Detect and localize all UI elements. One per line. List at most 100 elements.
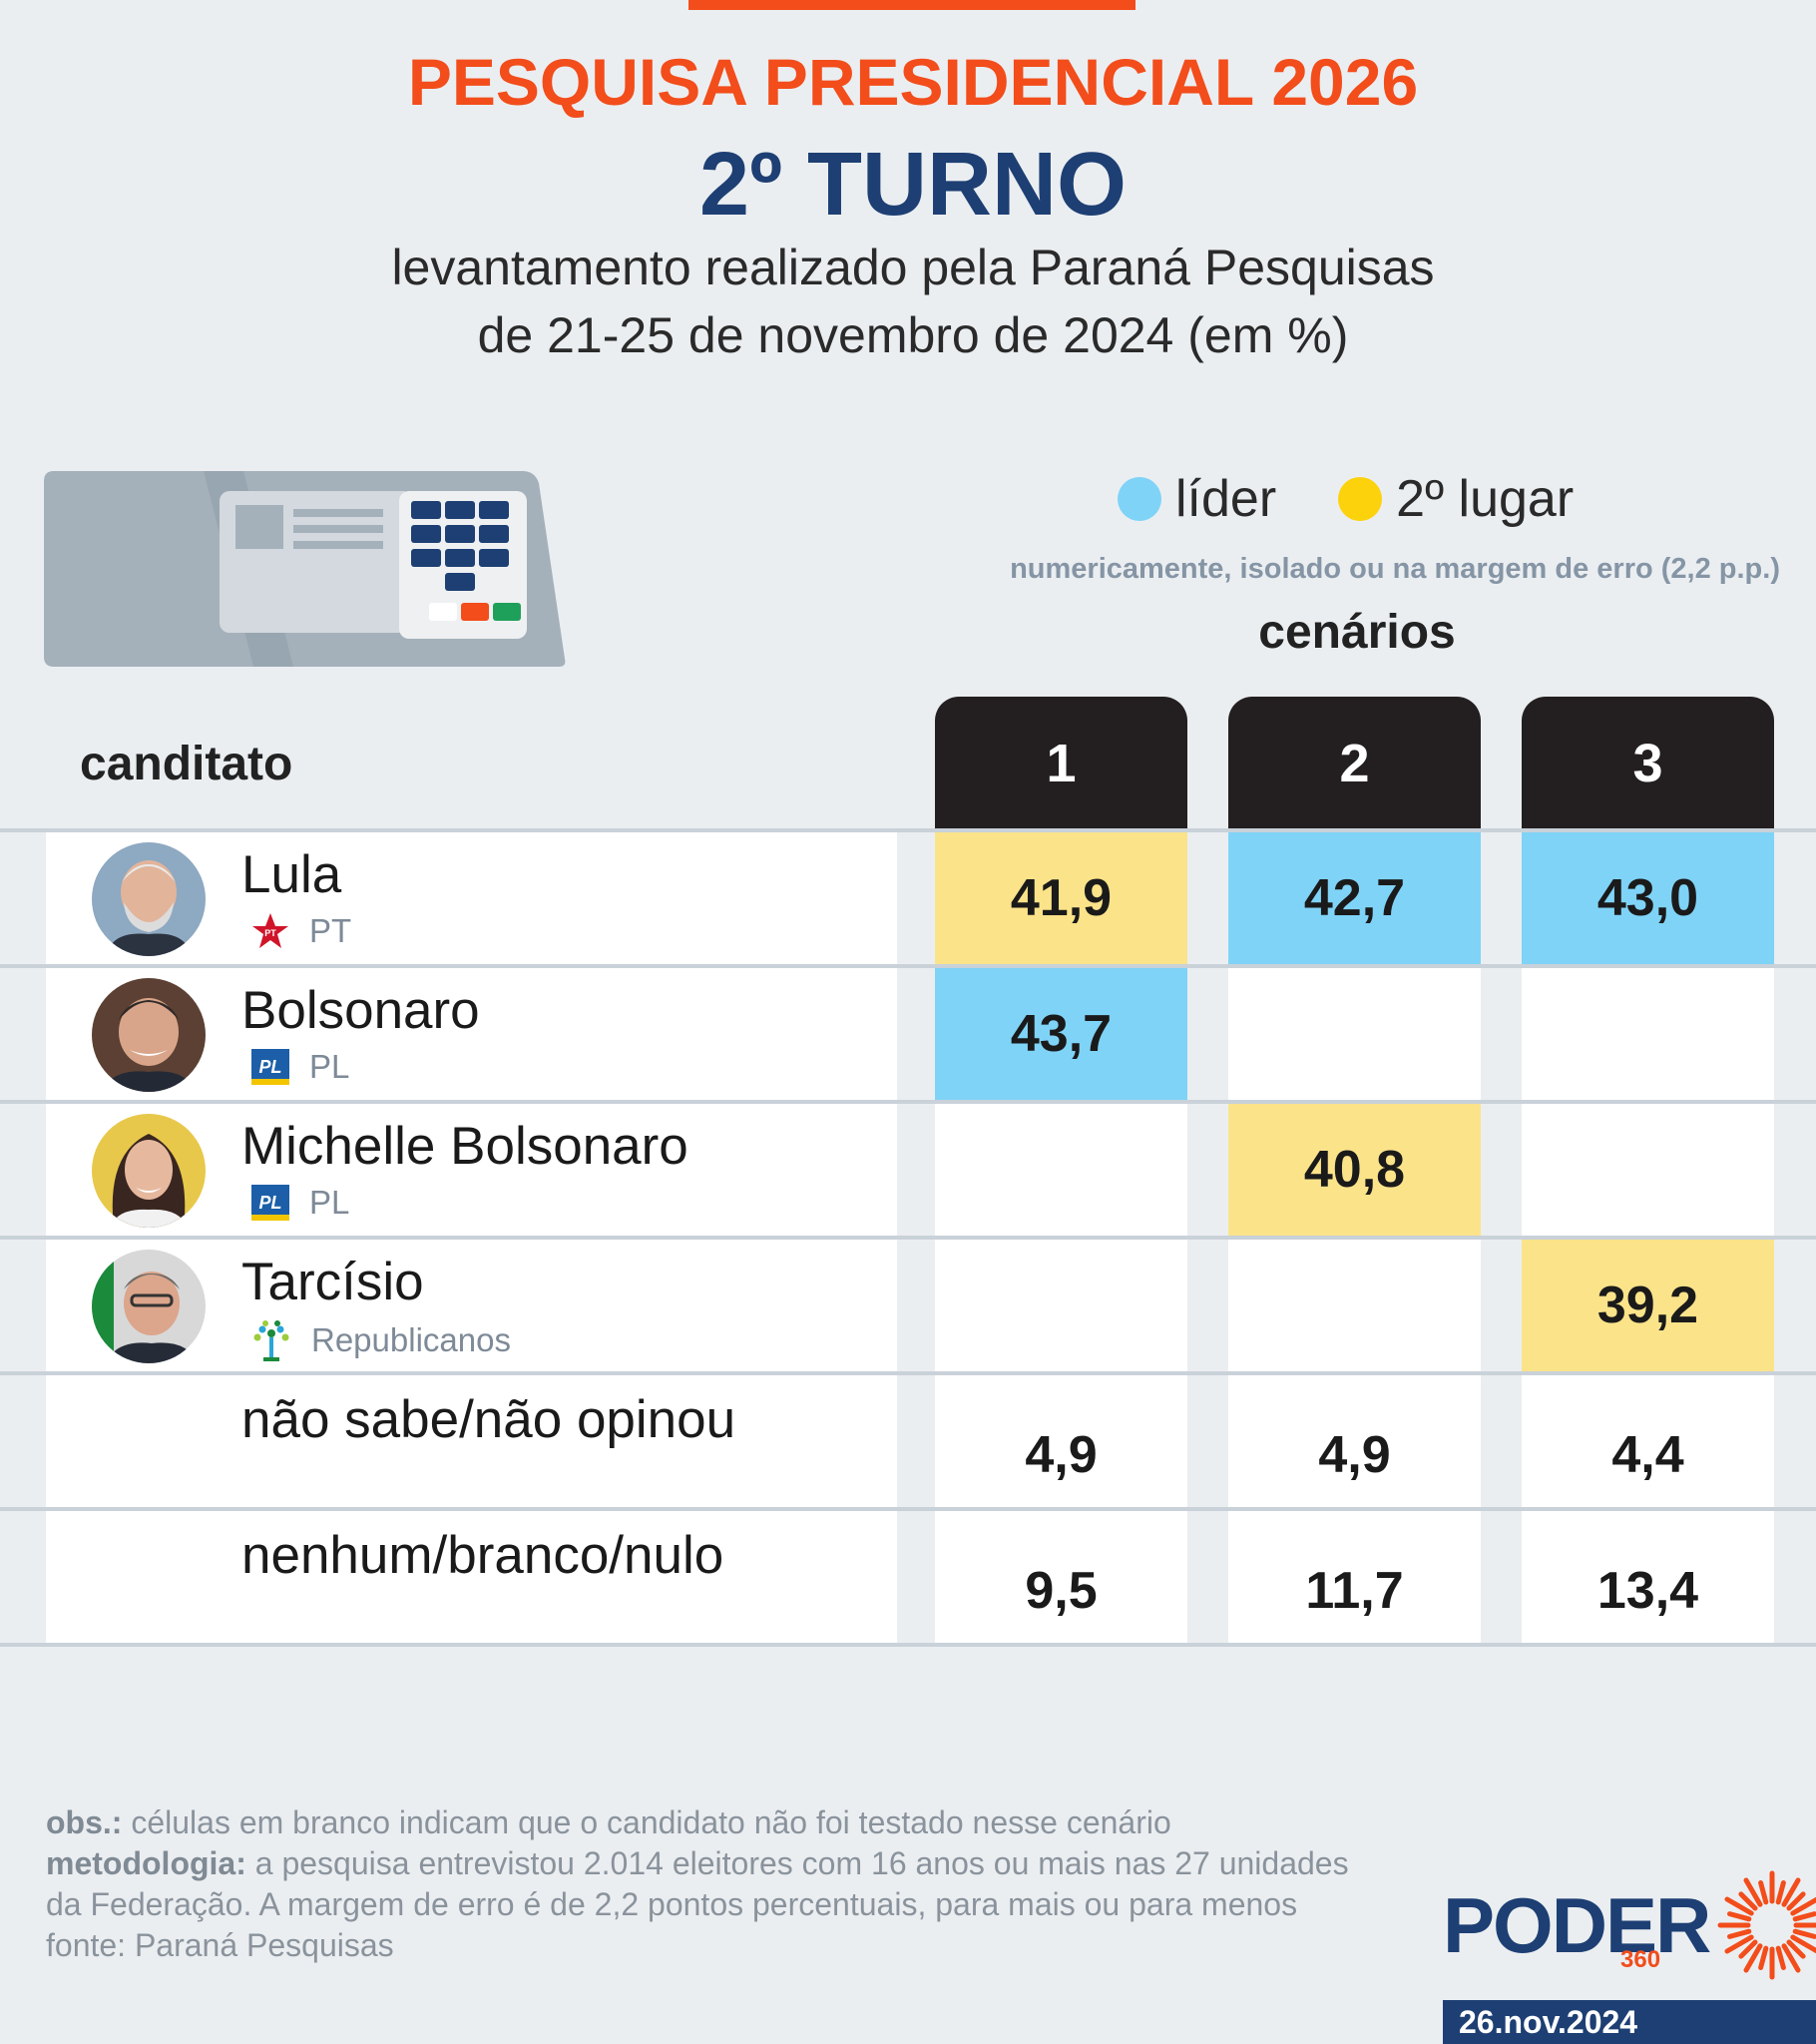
method-note: metodologia: a pesquisa entrevistou 2.01…	[46, 1843, 1363, 1925]
obs-note: obs.: células em branco indicam que o ca…	[46, 1802, 1363, 1843]
sun-ray	[1790, 1896, 1816, 1916]
table-row-michelle-bolsonaro: Michelle Bolsonaro PL PL	[46, 1104, 897, 1236]
sun-ray	[1776, 1879, 1787, 1905]
scenarios-title: cenários	[1258, 606, 1456, 659]
voting-machine-icon	[44, 471, 566, 667]
subtitle: levantamento realizado pela Paraná Pesqu…	[0, 234, 1816, 369]
party: PL PL	[251, 1184, 349, 1222]
sun-ray	[1724, 1934, 1755, 1954]
value-cell	[935, 1104, 1187, 1236]
table-row-bolsonaro: Bolsonaro PL PL	[46, 968, 897, 1100]
value-cell	[1228, 968, 1481, 1100]
party: PT PT	[251, 912, 351, 950]
value-cell	[935, 1240, 1187, 1371]
obs-label: obs.:	[46, 1804, 123, 1840]
value-cell	[1522, 968, 1774, 1100]
footer-notes: obs.: células em branco indicam que o ca…	[46, 1802, 1363, 1966]
sun-ray	[1793, 1911, 1816, 1922]
publish-date: 26.nov.2024	[1443, 2000, 1816, 2044]
party: PL PL	[251, 1048, 349, 1086]
avatar-tarcisio	[92, 1250, 206, 1363]
candidate-name: Tarcísio	[241, 1253, 424, 1311]
value-cell: 4,9	[935, 1375, 1187, 1507]
source-note: fonte: Paraná Pesquisas	[46, 1927, 394, 1963]
sun-ray	[1781, 1943, 1801, 1973]
value-cell	[1228, 1240, 1481, 1371]
republicanos-tree-icon	[251, 1319, 291, 1361]
sun-ray	[1727, 1928, 1752, 1939]
method-text: a pesquisa entrevistou 2.014 eleitores c…	[46, 1845, 1349, 1922]
legend-second: 2º lugar	[1338, 469, 1574, 529]
row-divider	[0, 1100, 1816, 1104]
svg-text:PL: PL	[258, 1057, 281, 1077]
sun-ray	[1743, 1943, 1763, 1973]
sun-ray	[1727, 1911, 1752, 1922]
sun-ray	[1738, 1891, 1758, 1911]
value-cell: 39,2	[1522, 1240, 1774, 1371]
avatar-lula	[92, 842, 206, 956]
value-cell: 4,4	[1522, 1375, 1774, 1507]
value-cell: 41,9	[935, 832, 1187, 964]
scenario-header-1: 1	[935, 697, 1187, 830]
brand-number: 360	[1620, 1946, 1661, 1973]
party: Republicanos	[251, 1319, 511, 1361]
table-row-lula: Lula PT PT	[46, 832, 897, 964]
row-label: não sabe/não opinou	[241, 1390, 736, 1449]
value-cell: 42,7	[1228, 832, 1481, 964]
row-divider	[0, 1236, 1816, 1240]
sun-ray	[1743, 1877, 1763, 1907]
sun-ray	[1790, 1934, 1816, 1954]
value-cell: 43,0	[1522, 832, 1774, 964]
sun-burst-icon	[1717, 1870, 1816, 1980]
scenario-header-2: 2	[1228, 697, 1481, 830]
second-dot-icon	[1338, 477, 1383, 521]
candidate-column-header: canditato	[80, 738, 293, 790]
row-divider	[0, 1643, 1816, 1647]
party-label: PL	[309, 1184, 350, 1221]
candidate-name: Lula	[241, 845, 342, 904]
obs-text: células em branco indicam que o candidat…	[122, 1804, 1171, 1840]
table-row-none-blank-null: nenhum/branco/nulo	[46, 1511, 897, 1643]
value-cell: 43,7	[935, 968, 1187, 1100]
row-divider	[0, 1371, 1816, 1375]
sun-ray	[1758, 1879, 1769, 1905]
value-cell: 13,4	[1522, 1511, 1774, 1643]
pt-star-icon: PT	[251, 912, 289, 950]
candidate-name: Michelle Bolsonaro	[241, 1117, 688, 1176]
sun-ray	[1781, 1877, 1801, 1907]
legend-note: numericamente, isolado ou na margem de e…	[1010, 553, 1780, 585]
legend: líder 2º lugar	[1118, 469, 1635, 529]
svg-text:PT: PT	[264, 928, 276, 938]
candidate-name: Bolsonaro	[241, 981, 480, 1040]
table-row-tarcisio: Tarcísio Republicanos	[46, 1240, 897, 1371]
top-accent-bar	[688, 0, 1135, 10]
svg-text:PL: PL	[258, 1193, 281, 1213]
party-label: PL	[309, 1048, 350, 1085]
poder360-logo: PODER 360	[1443, 1870, 1816, 1980]
subtitle-line-2: de 21-25 de novembro de 2024 (em %)	[477, 307, 1349, 363]
sun-ray	[1724, 1896, 1755, 1916]
value-cell: 11,7	[1228, 1511, 1481, 1643]
value-cell	[1522, 1104, 1774, 1236]
scenario-header-3: 3	[1522, 697, 1774, 830]
sun-ray	[1738, 1939, 1758, 1959]
avatar-michelle-bolsonaro	[92, 1114, 206, 1228]
value-cell: 9,5	[935, 1511, 1187, 1643]
pl-logo-icon: PL	[251, 1049, 289, 1085]
sun-ray	[1758, 1945, 1769, 1971]
sun-ray	[1786, 1891, 1807, 1911]
leader-dot-icon	[1118, 477, 1161, 521]
legend-leader-label: líder	[1175, 470, 1277, 528]
pl-logo-icon: PL	[251, 1185, 289, 1221]
value-cell: 4,9	[1228, 1375, 1481, 1507]
legend-leader: líder	[1118, 469, 1276, 529]
sun-ray	[1776, 1945, 1787, 1971]
kicker: PESQUISA PRESIDENCIAL 2026	[407, 45, 1419, 119]
table-row-dont-know: não sabe/não opinou	[46, 1375, 897, 1507]
row-label: nenhum/branco/nulo	[241, 1526, 724, 1585]
subtitle-line-1: levantamento realizado pela Paraná Pesqu…	[391, 240, 1435, 295]
page-title: 2º TURNO	[699, 135, 1127, 235]
value-cell: 40,8	[1228, 1104, 1481, 1236]
avatar-bolsonaro	[92, 978, 206, 1092]
row-divider	[0, 964, 1816, 968]
